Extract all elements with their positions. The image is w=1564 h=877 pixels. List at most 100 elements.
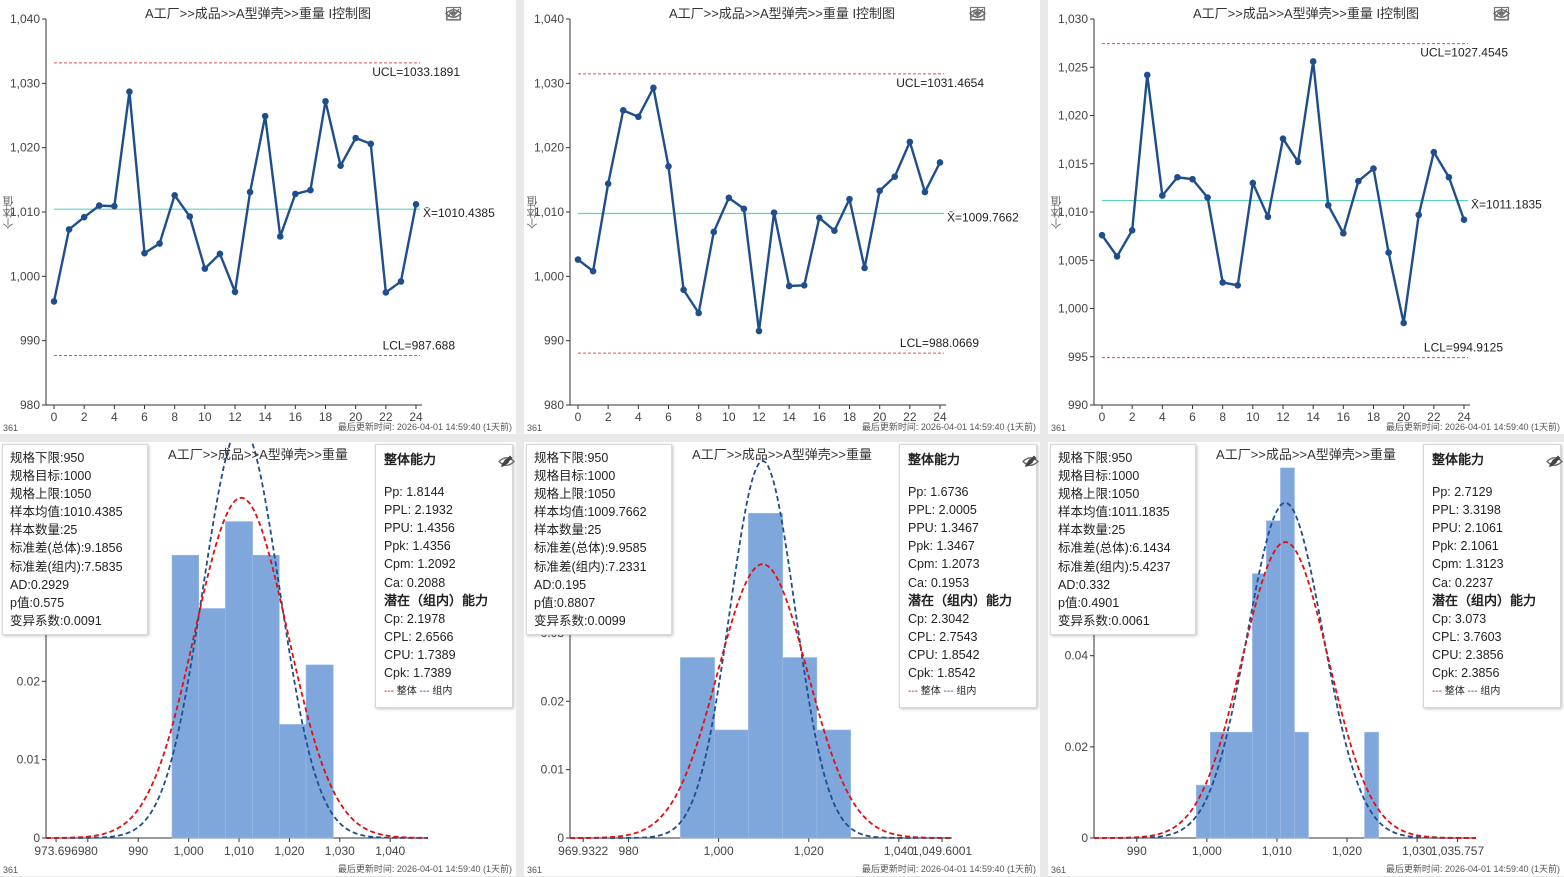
data-point[interactable] [246,188,254,196]
data-point[interactable] [95,202,103,209]
data-point[interactable] [1249,179,1257,187]
data-point[interactable] [1219,279,1226,286]
data-point[interactable] [1385,249,1392,256]
data-point[interactable] [800,282,808,289]
data-point[interactable] [1098,231,1106,239]
data-point[interactable] [1113,253,1121,260]
eye-icon[interactable] [445,6,486,21]
data-point[interactable] [1309,58,1317,65]
data-point[interactable] [1174,173,1181,181]
histogram-bar[interactable] [305,664,334,839]
data-point[interactable] [831,227,838,234]
data-point[interactable] [1279,135,1287,142]
data-point[interactable] [785,282,793,290]
data-point[interactable] [846,195,853,203]
data-point[interactable] [231,288,239,296]
data-point[interactable] [921,188,929,196]
data-point[interactable] [1159,192,1166,199]
data-point[interactable] [1340,229,1347,237]
data-point[interactable] [412,200,420,208]
data-point[interactable] [1143,71,1151,79]
data-point[interactable] [710,228,718,236]
data-point[interactable] [1400,319,1407,327]
histogram-bar[interactable] [252,554,280,839]
data-point[interactable] [337,162,344,169]
data-point[interactable] [876,187,883,195]
data-point[interactable] [604,180,612,187]
data-point[interactable] [1460,216,1468,224]
histogram-bar[interactable] [1266,520,1281,839]
histogram-bar[interactable] [279,724,307,839]
data-point[interactable] [141,249,148,257]
histogram-bar[interactable] [198,608,226,839]
data-point[interactable] [891,173,899,180]
data-point[interactable] [1204,194,1211,201]
data-point[interactable] [1324,201,1332,209]
histogram-bar[interactable] [1252,573,1267,839]
data-point[interactable] [665,163,672,170]
data-point[interactable] [111,202,118,210]
data-point[interactable] [861,264,868,272]
data-point[interactable] [1128,227,1136,234]
data-point[interactable] [156,240,163,247]
data-point[interactable] [1294,158,1302,166]
data-point[interactable] [65,226,73,233]
histogram-bar[interactable] [1196,784,1211,839]
data-point[interactable] [695,309,702,317]
data-point[interactable] [80,213,88,221]
data-point[interactable] [276,233,284,240]
data-point[interactable] [680,286,687,294]
data-point[interactable] [1370,165,1377,172]
data-point[interactable] [1189,175,1196,183]
histogram-bar[interactable] [1224,731,1253,839]
data-point[interactable] [755,327,763,335]
data-point[interactable] [216,250,224,258]
eye-icon[interactable] [969,6,1010,21]
download-icon[interactable] [970,6,1034,21]
data-point[interactable] [1234,282,1242,289]
data-point[interactable] [635,113,642,121]
data-point[interactable] [382,289,390,296]
data-point[interactable] [770,209,778,216]
histogram-bar[interactable] [782,657,818,839]
data-point[interactable] [261,112,269,120]
data-point[interactable] [619,107,627,114]
data-point[interactable] [650,84,657,92]
histogram-bar[interactable] [1280,467,1295,839]
data-point[interactable] [201,265,209,272]
data-point[interactable] [574,256,582,263]
data-point[interactable] [740,205,748,213]
data-point[interactable] [725,194,733,202]
histogram-bar[interactable] [748,512,783,839]
histogram-bar[interactable] [714,729,749,839]
data-point[interactable] [352,134,359,142]
data-point[interactable] [1430,148,1438,156]
data-point[interactable] [186,213,194,220]
eye-icon[interactable] [1493,6,1534,21]
data-point[interactable] [816,214,823,222]
histogram-bar[interactable] [1294,731,1309,839]
histogram-bar[interactable] [225,521,253,839]
histogram-bar[interactable] [816,729,851,839]
histogram-bar[interactable] [680,657,715,839]
data-point[interactable] [906,138,914,146]
data-point[interactable] [1264,213,1272,221]
histogram-bar[interactable] [1364,731,1379,839]
download-icon[interactable] [446,6,510,21]
data-point[interactable] [1415,211,1423,219]
data-point[interactable] [292,190,299,198]
data-point[interactable] [1445,173,1453,181]
data-point[interactable] [589,267,597,275]
x-tick-label: 14 [258,410,272,424]
data-point[interactable] [322,98,329,105]
data-point[interactable] [50,298,58,305]
data-point[interactable] [126,88,133,95]
download-icon[interactable] [1494,6,1558,21]
data-point[interactable] [936,159,944,166]
data-point[interactable] [1355,177,1362,185]
data-point[interactable] [397,278,405,285]
data-point[interactable] [367,140,375,148]
toolbar-icons [969,6,1034,21]
data-point[interactable] [171,191,178,199]
data-point[interactable] [307,186,314,194]
